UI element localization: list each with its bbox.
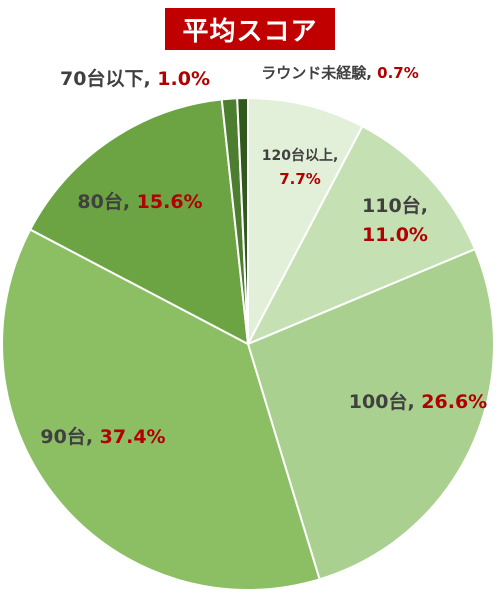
pie-slice: [247, 96, 364, 345]
slice-data-label: 120台以上, 7.7%: [262, 147, 339, 188]
pie-slice: [28, 98, 250, 346]
pie-slice: [245, 124, 477, 346]
chart-title: 平均スコア: [165, 8, 335, 50]
slice-data-label: 90台, 37.4%: [40, 425, 165, 448]
slice-data-label: ラウンド未経験, 0.7%: [261, 64, 419, 82]
pie-slice: [236, 96, 249, 345]
slice-data-label: 100台, 26.6%: [349, 390, 487, 413]
slice-data-label: 70台以下, 1.0%: [60, 67, 210, 90]
slice-data-label: 110台, 11.0%: [362, 194, 428, 246]
pie-slice: [246, 247, 495, 581]
pie-slice: [1, 228, 321, 591]
slice-data-label: 80台, 15.6%: [77, 190, 202, 213]
